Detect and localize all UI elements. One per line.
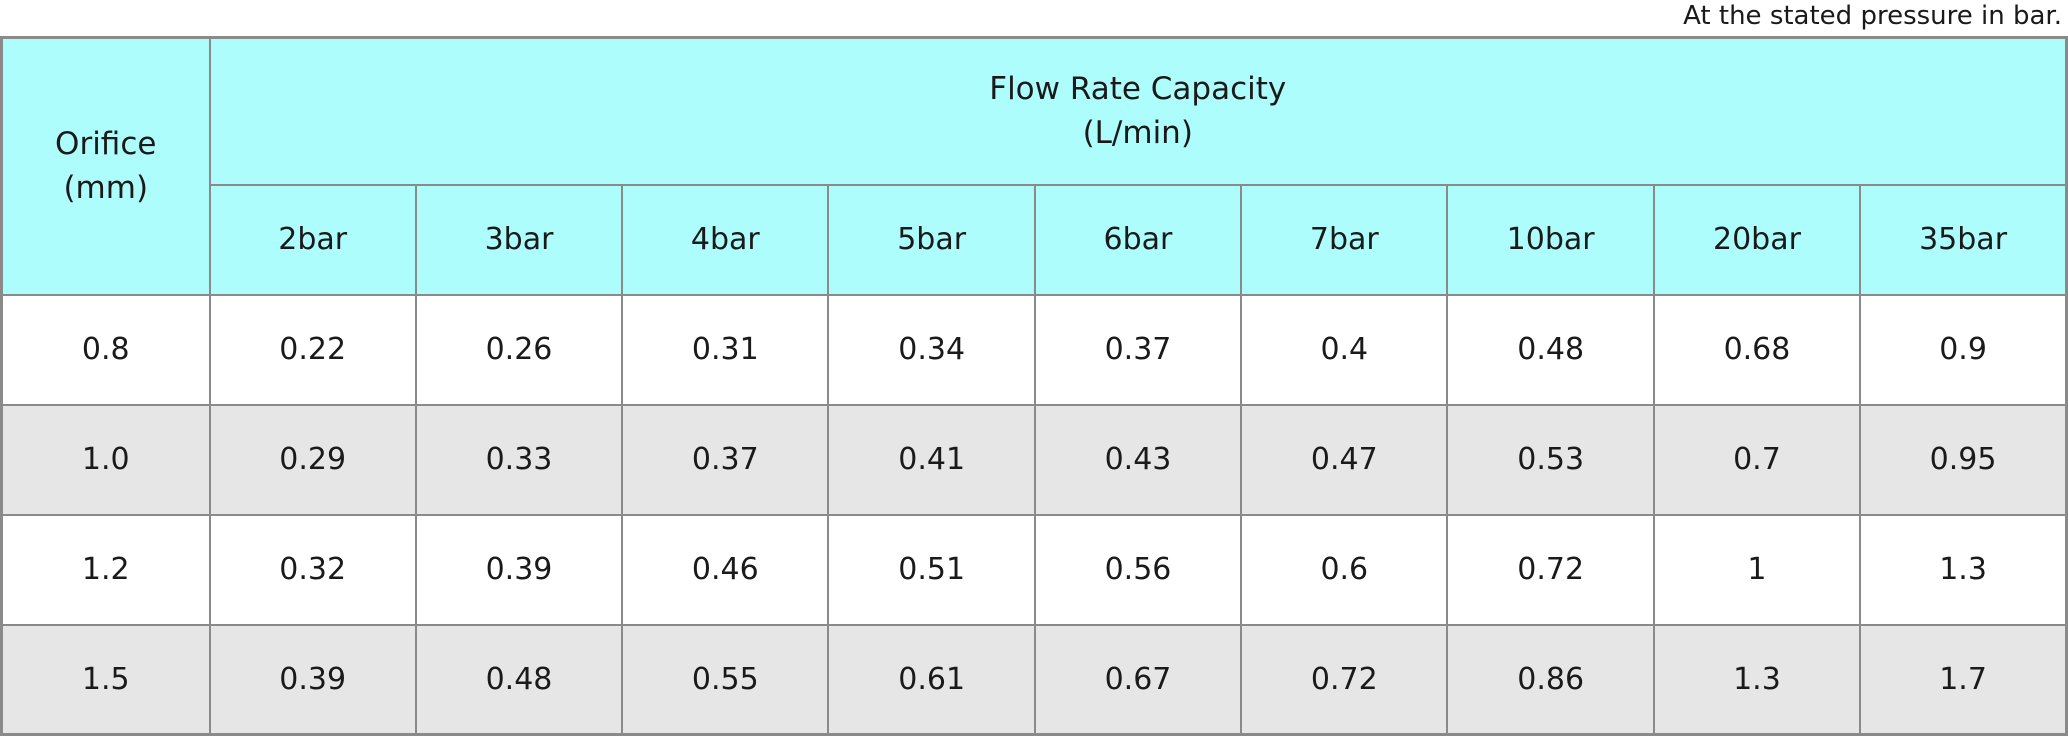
value-cell: 0.6 <box>1240 513 1449 626</box>
value-cell: 0.56 <box>1033 513 1243 626</box>
value-cell: 0.9 <box>1859 293 2068 406</box>
orifice-header-line1: Orifice <box>55 126 157 163</box>
value-cell: 0.32 <box>208 513 417 626</box>
value-cell: 0.47 <box>1240 403 1449 516</box>
value-cell: 0.67 <box>1033 623 1243 736</box>
value-cell: 0.72 <box>1240 623 1449 736</box>
flow-rate-title-line2: (L/min) <box>1082 115 1193 152</box>
value-cell: 0.95 <box>1859 403 2068 516</box>
pressure-header-row: 2bar 3bar 4bar 5bar 6bar 7bar 10bar 20bar 35bar <box>2 183 2068 296</box>
pressure-header-cell: 5bar <box>827 183 1036 296</box>
value-cell: 0.53 <box>1446 403 1655 516</box>
pressure-header-cell: 7bar <box>1240 183 1449 296</box>
flow-rate-title-line1: Flow Rate Capacity <box>989 71 1287 108</box>
value-cell: 0.61 <box>827 623 1036 736</box>
table-row: 1.5 0.39 0.48 0.55 0.61 0.67 0.72 0.86 1.3 1.7 <box>0 623 2068 736</box>
pressure-header-cell: 6bar <box>1033 183 1243 296</box>
value-cell: 0.43 <box>1033 403 1243 516</box>
orifice-header-cell: Orifice (mm) <box>0 36 211 296</box>
value-cell: 0.48 <box>1446 293 1655 406</box>
value-cell: 0.22 <box>208 293 417 406</box>
pressure-header-cell: 2bar <box>208 183 417 296</box>
value-cell: 1.3 <box>1859 513 2068 626</box>
orifice-cell: 0.8 <box>0 293 211 406</box>
orifice-header-line2: (mm) <box>63 170 149 207</box>
value-cell: 0.37 <box>621 403 830 516</box>
orifice-cell: 1.0 <box>0 403 211 516</box>
orifice-cell: 1.2 <box>0 513 211 626</box>
pressure-header-cell: 35bar <box>1859 183 2068 296</box>
value-cell: 1 <box>1652 513 1862 626</box>
value-cell: 0.68 <box>1652 293 1862 406</box>
pressure-header-cell: 4bar <box>621 183 830 296</box>
flow-rate-table: Orifice (mm) Flow Rate Capacity (L/min) … <box>0 36 2068 736</box>
value-cell: 0.26 <box>414 293 624 406</box>
table-row: 0.8 0.22 0.26 0.31 0.34 0.37 0.4 0.48 0.68 0.9 <box>0 293 2068 406</box>
value-cell: 1.7 <box>1859 623 2068 736</box>
value-cell: 0.33 <box>414 403 624 516</box>
table-row: 1.2 0.32 0.39 0.46 0.51 0.56 0.6 0.72 1 1.3 <box>0 513 2068 626</box>
pressure-note: At the stated pressure in bar. <box>1683 1 2062 31</box>
value-cell: 0.37 <box>1033 293 1243 406</box>
value-cell: 0.55 <box>621 623 830 736</box>
pressure-header-cell: 10bar <box>1446 183 1655 296</box>
value-cell: 0.86 <box>1446 623 1655 736</box>
value-cell: 0.46 <box>621 513 830 626</box>
value-cell: 0.31 <box>621 293 830 406</box>
value-cell: 0.29 <box>208 403 417 516</box>
table-body: 0.8 0.22 0.26 0.31 0.34 0.37 0.4 0.48 0.68 0.9 1.0… <box>0 293 2068 736</box>
value-cell: 0.7 <box>1652 403 1862 516</box>
value-cell: 0.34 <box>827 293 1036 406</box>
value-cell: 0.41 <box>827 403 1036 516</box>
value-cell: 0.51 <box>827 513 1036 626</box>
table-row: 1.0 0.29 0.33 0.37 0.41 0.43 0.47 0.53 0.7 0.95 <box>0 403 2068 516</box>
value-cell: 0.4 <box>1240 293 1449 406</box>
pressure-header-cell: 20bar <box>1652 183 1862 296</box>
value-cell: 0.72 <box>1446 513 1655 626</box>
flow-rate-group-header: Flow Rate Capacity (L/min) <box>208 36 2068 186</box>
value-cell: 0.39 <box>208 623 417 736</box>
orifice-cell: 1.5 <box>0 623 211 736</box>
table-header: Orifice (mm) Flow Rate Capacity (L/min) … <box>0 36 2068 296</box>
value-cell: 0.48 <box>414 623 624 736</box>
value-cell: 0.39 <box>414 513 624 626</box>
pressure-header-cell: 3bar <box>414 183 624 296</box>
value-cell: 1.3 <box>1652 623 1862 736</box>
group-header-row: Orifice (mm) Flow Rate Capacity (L/min) <box>0 36 2068 296</box>
